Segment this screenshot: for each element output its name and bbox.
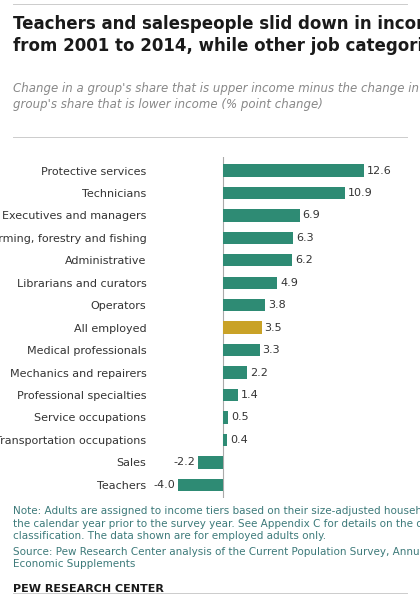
Text: 6.2: 6.2 bbox=[295, 255, 312, 265]
Text: -2.2: -2.2 bbox=[173, 457, 195, 467]
Bar bbox=[223, 367, 247, 379]
Bar bbox=[178, 478, 223, 491]
Text: 6.3: 6.3 bbox=[296, 233, 314, 243]
Text: 3.5: 3.5 bbox=[265, 323, 282, 333]
Bar bbox=[223, 232, 293, 244]
Bar bbox=[198, 456, 223, 469]
Text: 4.9: 4.9 bbox=[280, 278, 298, 288]
Bar bbox=[223, 277, 278, 289]
Text: 0.4: 0.4 bbox=[230, 435, 248, 445]
Text: 1.4: 1.4 bbox=[241, 390, 259, 400]
Text: PEW RESEARCH CENTER: PEW RESEARCH CENTER bbox=[13, 584, 163, 594]
Bar bbox=[223, 164, 364, 177]
Text: Change in a group's share that is upper income minus the change in the
group's s: Change in a group's share that is upper … bbox=[13, 82, 420, 111]
Text: Source: Pew Research Center analysis of the Current Population Survey, Annual So: Source: Pew Research Center analysis of … bbox=[13, 547, 420, 569]
Text: -4.0: -4.0 bbox=[153, 480, 175, 490]
Bar bbox=[223, 187, 345, 199]
Text: 6.9: 6.9 bbox=[303, 210, 320, 220]
Text: 0.5: 0.5 bbox=[231, 413, 249, 422]
Bar bbox=[223, 299, 265, 312]
Bar bbox=[223, 344, 260, 356]
Bar bbox=[223, 321, 262, 334]
Bar bbox=[223, 411, 228, 423]
Bar bbox=[223, 434, 227, 446]
Text: 12.6: 12.6 bbox=[367, 165, 391, 176]
Text: 2.2: 2.2 bbox=[250, 368, 268, 378]
Text: 3.3: 3.3 bbox=[262, 345, 280, 355]
Text: Note: Adults are assigned to income tiers based on their size-adjusted household: Note: Adults are assigned to income tier… bbox=[13, 506, 420, 541]
Bar bbox=[223, 254, 292, 266]
Bar bbox=[223, 389, 238, 401]
Text: 3.8: 3.8 bbox=[268, 300, 286, 310]
Text: Teachers and salespeople slid down in income status
from 2001 to 2014, while oth: Teachers and salespeople slid down in in… bbox=[13, 15, 420, 54]
Text: 10.9: 10.9 bbox=[347, 188, 372, 198]
Bar bbox=[223, 209, 300, 222]
